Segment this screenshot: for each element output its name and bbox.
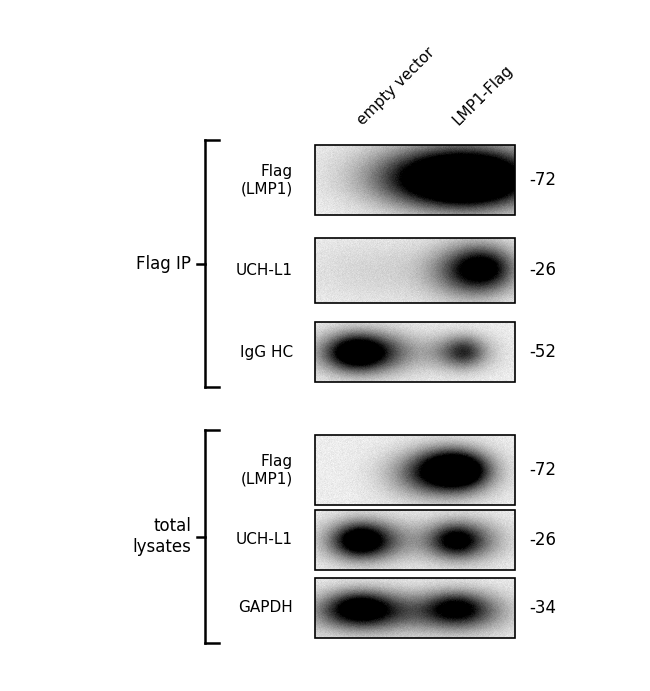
Text: -26: -26	[529, 531, 556, 549]
Text: -34: -34	[529, 599, 556, 617]
Bar	[315, 322, 515, 382]
Text: -72: -72	[529, 461, 556, 479]
Text: LMP1-Flag: LMP1-Flag	[450, 62, 516, 128]
Text: -26: -26	[529, 261, 556, 279]
Bar	[315, 510, 515, 570]
Text: GAPDH: GAPDH	[239, 600, 293, 616]
Text: -52: -52	[529, 343, 556, 361]
Bar	[315, 578, 515, 638]
Text: Flag
(LMP1): Flag (LMP1)	[240, 164, 293, 196]
Text: -72: -72	[529, 171, 556, 189]
Text: UCH-L1: UCH-L1	[236, 533, 293, 547]
Bar	[315, 238, 515, 303]
Bar	[315, 145, 515, 215]
Text: Flag IP: Flag IP	[136, 254, 191, 272]
Text: total
lysates: total lysates	[132, 517, 191, 556]
Text: empty vector: empty vector	[354, 45, 437, 128]
Text: IgG HC: IgG HC	[240, 345, 293, 359]
Text: UCH-L1: UCH-L1	[236, 263, 293, 278]
Bar	[315, 435, 515, 505]
Text: Flag
(LMP1): Flag (LMP1)	[240, 454, 293, 486]
